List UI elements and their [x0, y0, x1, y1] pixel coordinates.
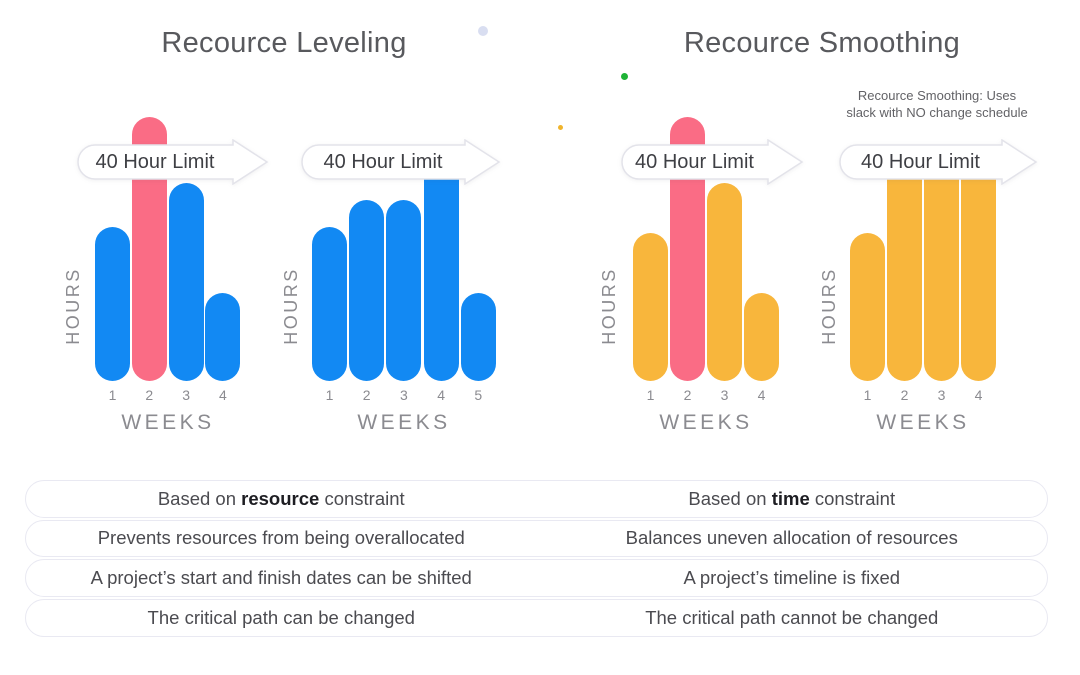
limit-arrow-icon	[77, 139, 269, 185]
green-dot	[621, 73, 628, 80]
bar-week-3	[924, 161, 959, 381]
x-tick-label: 2	[362, 387, 371, 403]
x-tick-label: 2	[145, 387, 154, 403]
row-text: Based on	[157, 487, 242, 509]
x-tick-label: 1	[863, 387, 872, 403]
smoothing-note-line2: slack with NO change schedule	[846, 104, 1028, 120]
limit-banner: 40 Hour Limit	[621, 139, 804, 185]
row-text: constraint	[809, 487, 896, 509]
bar-week-4	[205, 293, 241, 381]
bar-week-3	[168, 183, 204, 381]
emphasized-text: resource	[241, 487, 320, 509]
comparison-row: Based on resource constraint Based on tim…	[25, 480, 1048, 518]
comparison-row: A project’s start and finish dates can b…	[25, 559, 1048, 597]
x-tick-label: 4	[974, 387, 983, 403]
comparison-cell-right: A project’s timeline is fixed	[537, 560, 1048, 596]
row-text: constraint	[319, 487, 405, 509]
y-axis-label-hours: HOURS	[281, 267, 301, 345]
x-tick-label: 3	[720, 387, 729, 403]
comparison-row: Prevents resources from being overalloca…	[25, 519, 1048, 558]
row-text: The critical path cannot be changed	[645, 606, 939, 628]
bar-week-4	[423, 161, 459, 381]
bar-week-1	[850, 232, 885, 381]
comparison-cell-right: Balances uneven allocation of resources	[537, 521, 1048, 557]
row-text: A project’s start and finish dates can b…	[90, 567, 472, 589]
bar-week-4	[961, 161, 996, 381]
x-tick-label: 1	[325, 387, 334, 403]
limit-arrow-icon	[839, 139, 1038, 185]
limit-banner: 40 Hour Limit	[301, 139, 501, 185]
smoothing-note: Recource Smoothing: Uses slack with NO c…	[817, 88, 1057, 121]
emphasized-text: time	[771, 487, 810, 509]
bar-week-3	[707, 183, 742, 381]
title-resource-leveling: Recource Leveling	[161, 27, 407, 59]
limit-arrow-icon	[621, 139, 804, 185]
bar-week-1	[633, 232, 668, 381]
row-text: Based on	[688, 487, 772, 509]
yellow-dot	[558, 125, 563, 130]
x-tick-label: 2	[900, 387, 909, 403]
limit-banner-label: 40 Hour Limit	[861, 151, 980, 173]
smoothing-note-line1: Recource Smoothing: Uses	[857, 88, 1017, 103]
x-axis-label-weeks: WEEKS	[659, 411, 753, 434]
comparison-cell-left: A project’s start and finish dates can b…	[26, 560, 537, 596]
bar-week-2	[349, 199, 385, 381]
bar-week-5	[460, 293, 496, 381]
row-text: The critical path can be changed	[147, 606, 415, 628]
x-tick-label: 2	[683, 387, 692, 403]
y-axis-label-hours: HOURS	[819, 267, 839, 345]
comparison-cell-right: The critical path cannot be changed	[537, 600, 1048, 636]
title-resource-smoothing: Recource Smoothing	[683, 27, 961, 59]
comparison-row: The critical path can be changed The crit…	[25, 599, 1048, 637]
lavender-dot	[478, 26, 488, 36]
limit-banner-label: 40 Hour Limit	[95, 151, 215, 173]
row-text: Prevents resources from being overalloca…	[97, 527, 465, 549]
bar-week-1	[95, 227, 130, 381]
limit-arrow-icon	[301, 139, 501, 185]
limit-banner-label: 40 Hour Limit	[323, 151, 443, 173]
comparison-cell-left: Based on resource constraint	[26, 481, 537, 517]
y-axis-label-hours: HOURS	[63, 267, 83, 345]
x-axis-label-weeks: WEEKS	[357, 411, 451, 434]
row-text: A project’s timeline is fixed	[683, 567, 901, 589]
comparison-cell-left: The critical path can be changed	[26, 600, 537, 636]
x-tick-label: 3	[399, 387, 408, 403]
comparison-cell-right: Based on time constraint	[537, 481, 1048, 517]
row-text: Balances uneven allocation of resources	[625, 527, 958, 549]
limit-banner-label: 40 Hour Limit	[635, 151, 754, 173]
x-tick-label: 1	[646, 387, 655, 403]
bar-week-3	[386, 199, 422, 381]
x-tick-label: 5	[474, 387, 483, 403]
bar-week-4	[744, 293, 779, 381]
comparison-table: Based on resource constraint Based on tim…	[25, 480, 1048, 645]
limit-banner: 40 Hour Limit	[839, 139, 1038, 185]
x-tick-label: 4	[437, 387, 445, 403]
limit-banner: 40 Hour Limit	[77, 139, 269, 185]
x-axis-label-weeks: WEEKS	[876, 411, 970, 434]
bar-week-1	[312, 227, 347, 381]
x-tick-label: 1	[108, 387, 117, 403]
x-tick-label: 4	[218, 387, 227, 403]
x-tick-label: 3	[937, 387, 946, 403]
x-tick-label: 3	[182, 387, 190, 403]
bar-week-2	[887, 161, 922, 381]
x-axis-label-weeks: WEEKS	[121, 411, 215, 434]
x-tick-label: 4	[757, 387, 766, 403]
y-axis-label-hours: HOURS	[599, 267, 619, 345]
comparison-cell-left: Prevents resources from being overalloca…	[26, 521, 537, 557]
